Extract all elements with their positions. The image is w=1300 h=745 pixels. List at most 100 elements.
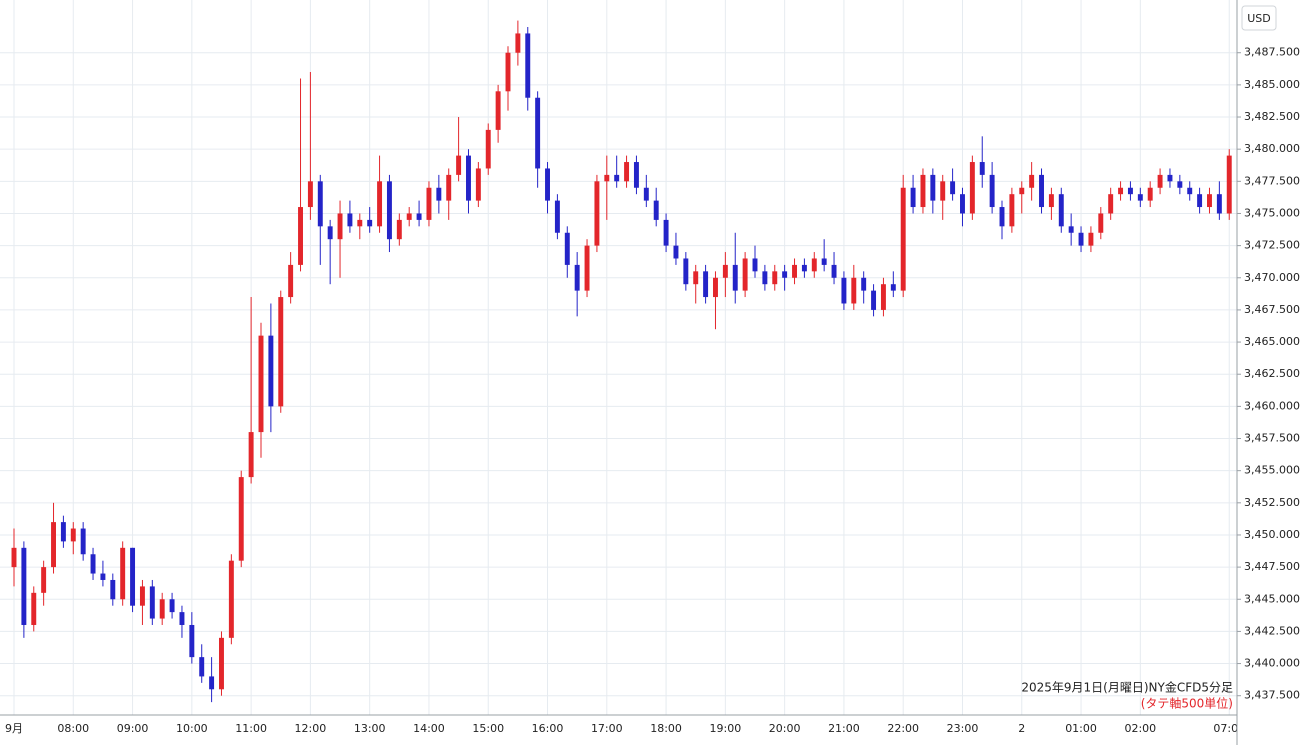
y-tick-label: 3,467.500: [1244, 303, 1300, 316]
x-tick-label: 07:00: [1213, 722, 1245, 735]
x-tick-label: 18:00: [650, 722, 682, 735]
candle-body: [317, 181, 323, 227]
x-tick-label: 10:00: [176, 722, 208, 735]
candle-body: [772, 271, 778, 285]
currency-box: [1241, 5, 1277, 31]
y-tick-label: 3,465.000: [1244, 335, 1300, 348]
candle-body: [742, 258, 748, 291]
candle-body: [268, 335, 274, 407]
candle-body: [1197, 194, 1203, 208]
candle-body: [298, 207, 303, 265]
candle-body: [930, 174, 936, 201]
currency-label: USD: [1247, 12, 1271, 25]
candle-body: [792, 264, 797, 278]
candle-body: [752, 258, 758, 272]
candle-body: [90, 554, 96, 574]
candle-body: [871, 290, 877, 310]
x-tick-label: 09:00: [117, 722, 149, 735]
candle-body: [505, 52, 511, 92]
x-tick-label: 01:00: [1065, 722, 1097, 735]
y-axis-labels: 3,437.500 3,440.000 3,442.500 3,445.000 3,44…: [1237, 46, 1300, 702]
y-tick-label: 3,445.000: [1244, 592, 1300, 605]
x-tick-label: 2: [1018, 722, 1025, 735]
y-tick-label: 3,475.000: [1244, 206, 1300, 219]
candle-body: [347, 213, 353, 227]
candle-body: [1187, 187, 1193, 195]
candle-body: [179, 612, 185, 625]
candle-body: [466, 155, 471, 201]
x-tick-label: 13:00: [354, 722, 386, 735]
candle-body: [1127, 187, 1133, 195]
candle-body: [60, 522, 66, 542]
candle-body: [950, 181, 956, 195]
candle-body: [653, 200, 659, 220]
candle-body: [278, 297, 284, 407]
candle-body: [307, 181, 313, 208]
x-tick-label: 21:00: [828, 722, 860, 735]
candle-body: [41, 567, 47, 593]
candle-body: [633, 162, 639, 188]
candle-body: [1118, 187, 1124, 195]
y-tick-label: 3,452.500: [1244, 496, 1300, 509]
y-tick-label: 3,487.500: [1244, 46, 1300, 59]
candle-body: [11, 547, 17, 568]
candle-body: [367, 219, 373, 227]
y-tick-label: 3,460.000: [1244, 399, 1300, 412]
candle-body: [406, 213, 412, 220]
candle-body: [584, 245, 590, 291]
x-axis-labels: 9月 08:00 09:00 10:00 11:00 12:00 13:00 14:00 15:…: [5, 722, 1245, 735]
candle-body: [1029, 174, 1035, 188]
candle-body: [149, 586, 155, 619]
candle-body: [169, 599, 175, 613]
candle-body: [920, 174, 926, 208]
candle-body: [1078, 232, 1084, 246]
annotation-note: (タテ軸500単位): [1141, 696, 1233, 711]
y-tick-label: 3,485.000: [1244, 78, 1300, 91]
candle-body: [1137, 194, 1143, 201]
x-tick-label: 9月: [5, 722, 23, 735]
y-tick-label: 3,462.500: [1244, 367, 1300, 380]
candle-body: [1167, 174, 1173, 182]
candle-body: [1039, 174, 1044, 208]
candle-body: [732, 264, 738, 291]
candle-body: [100, 573, 106, 580]
x-tick-label: 22:00: [887, 722, 919, 735]
candle-body: [614, 174, 620, 182]
candle-body: [219, 637, 224, 690]
candle-body: [693, 271, 699, 285]
annotation: 2025年9月1日(月曜日)NY金CFD5分足: [1021, 680, 1233, 695]
x-tick-label: 19:00: [710, 722, 742, 735]
x-tick-label: 15:00: [472, 722, 504, 735]
candle-body: [51, 522, 56, 568]
candle-body: [663, 219, 669, 246]
x-tick-label: 23:00: [947, 722, 979, 735]
candle-body: [1147, 187, 1153, 201]
candle-body: [1009, 194, 1015, 227]
candle-body: [475, 168, 481, 201]
candle-body: [456, 155, 462, 175]
candle-body: [1098, 213, 1104, 233]
candle-body: [80, 528, 86, 555]
candle-body: [910, 187, 916, 208]
candle-body: [989, 174, 995, 208]
candle-body: [426, 187, 432, 220]
candle-body: [70, 528, 76, 542]
candle-body: [703, 271, 709, 298]
candle-body: [1088, 232, 1094, 246]
candle-body: [377, 181, 383, 227]
candle-body: [604, 174, 610, 182]
candle-body: [851, 277, 857, 304]
candle-body: [554, 200, 560, 233]
y-tick-label: 3,457.500: [1244, 432, 1300, 445]
candle-body: [525, 33, 531, 98]
candle-body: [238, 477, 244, 561]
y-tick-label: 3,442.500: [1244, 624, 1300, 637]
candle-body: [159, 599, 165, 619]
candles: [11, 20, 1232, 703]
candle-body: [1157, 174, 1163, 188]
x-tick-label: 17:00: [591, 722, 623, 735]
candle-body: [722, 264, 728, 278]
candle-body: [683, 258, 689, 285]
